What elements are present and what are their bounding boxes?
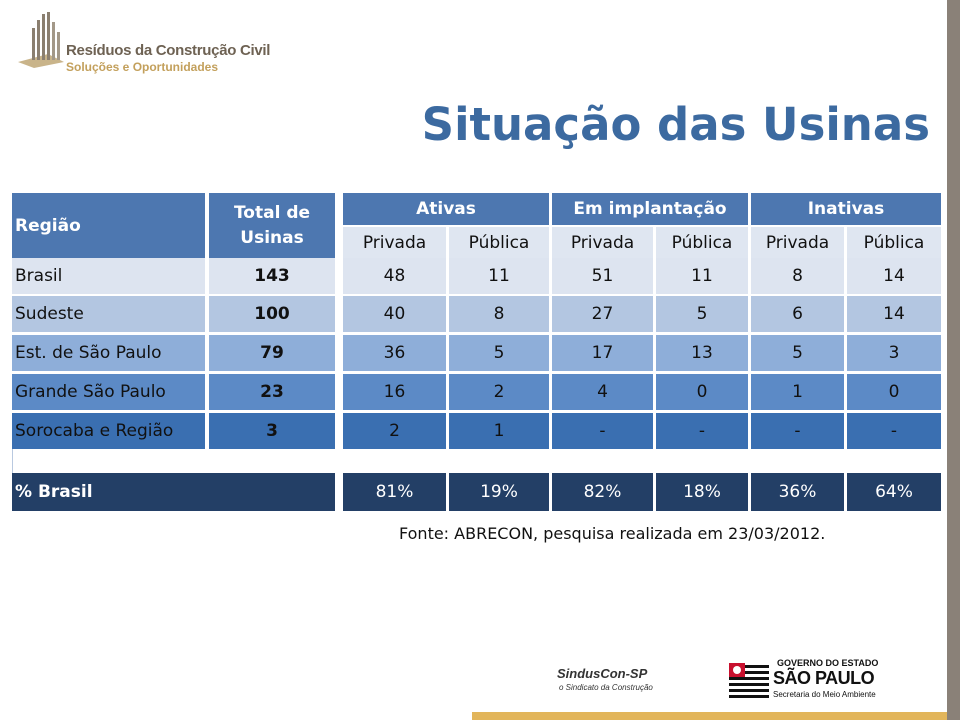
table-cell: 17 xyxy=(552,335,653,371)
gov-line3: Secretaria do Meio Ambiente xyxy=(773,690,876,699)
sinduscon-logo: SindusCon-SP o Sindicato da Construção xyxy=(557,662,667,698)
row-region-label: Est. de São Paulo xyxy=(12,335,205,371)
sinduscon-name: SindusCon-SP xyxy=(557,666,648,681)
row-region-label: Sorocaba e Região xyxy=(12,413,205,449)
pct-cell: 64% xyxy=(847,473,941,511)
table-cell: 11 xyxy=(656,258,748,294)
bottom-decorative-bar xyxy=(472,712,947,720)
header-region: Região xyxy=(12,193,205,258)
table-cell: 5 xyxy=(751,335,844,371)
pct-cell: 18% xyxy=(656,473,748,511)
pct-cell: 36% xyxy=(751,473,844,511)
table-cell: 14 xyxy=(847,258,941,294)
sao-paulo-flag-icon xyxy=(729,663,769,699)
row-region-label: Sudeste xyxy=(12,296,205,332)
row-total-value: 100 xyxy=(209,296,335,332)
subheader-5: Pública xyxy=(847,227,941,258)
table-cell: - xyxy=(552,413,653,449)
row-region-label: Brasil xyxy=(12,258,205,294)
table-cell: 6 xyxy=(751,296,844,332)
table-cell: 3 xyxy=(847,335,941,371)
table-cell: 2 xyxy=(343,413,446,449)
row-total-value: 3 xyxy=(209,413,335,449)
table-cell: 0 xyxy=(847,374,941,410)
table-cell: 8 xyxy=(449,296,549,332)
pct-cell: 82% xyxy=(552,473,653,511)
table-cell: 36 xyxy=(343,335,446,371)
right-decorative-bar xyxy=(947,0,960,720)
building-columns-icon xyxy=(18,12,64,68)
pct-cell: 19% xyxy=(449,473,549,511)
row-region-label: Grande São Paulo xyxy=(12,374,205,410)
row-total-value: 79 xyxy=(209,335,335,371)
pct-cell: 81% xyxy=(343,473,446,511)
header-group-2: Inativas xyxy=(751,193,941,225)
table-cell: 1 xyxy=(449,413,549,449)
table-cell: - xyxy=(847,413,941,449)
table-cell: 5 xyxy=(449,335,549,371)
residuos-logo: Resíduos da Construção Civil Soluções e … xyxy=(18,12,271,82)
table-cell: - xyxy=(751,413,844,449)
source-note: Fonte: ABRECON, pesquisa realizada em 23… xyxy=(399,524,826,543)
row-total-value: 143 xyxy=(209,258,335,294)
header-group-0: Ativas xyxy=(343,193,549,225)
table-cell: 51 xyxy=(552,258,653,294)
table-cell: 0 xyxy=(656,374,748,410)
header-group-1: Em implantação xyxy=(552,193,748,225)
row-total-value: 23 xyxy=(209,374,335,410)
pct-row-label: % Brasil xyxy=(12,473,335,511)
gov-line2: SÃO PAULO xyxy=(773,668,875,688)
table-cell: 5 xyxy=(656,296,748,332)
table-cell: 48 xyxy=(343,258,446,294)
usinas-table: Região Total de Usinas Ativas Em implantaçã… xyxy=(12,193,942,513)
header-total-usinas: Total de Usinas xyxy=(209,193,335,258)
subheader-1: Pública xyxy=(449,227,549,258)
table-cell: 13 xyxy=(656,335,748,371)
table-cell: 40 xyxy=(343,296,446,332)
logo-subtitle: Soluções e Oportunidades xyxy=(66,60,219,74)
subheader-4: Privada xyxy=(751,227,844,258)
table-cell: 16 xyxy=(343,374,446,410)
table-cell: 4 xyxy=(552,374,653,410)
table-cell: 14 xyxy=(847,296,941,332)
gov-line1: GOVERNO DO ESTADO xyxy=(777,658,879,668)
page-title: Situação das Usinas xyxy=(421,98,930,151)
subheader-2: Privada xyxy=(552,227,653,258)
gap-divider xyxy=(12,449,13,473)
governo-sp-logo: GOVERNO DO ESTADO SÃO PAULO Secretaria d… xyxy=(729,657,879,705)
table-cell: 11 xyxy=(449,258,549,294)
subheader-0: Privada xyxy=(343,227,446,258)
table-cell: 8 xyxy=(751,258,844,294)
subheader-3: Pública xyxy=(656,227,748,258)
sinduscon-tagline: o Sindicato da Construção xyxy=(559,683,653,692)
table-cell: 2 xyxy=(449,374,549,410)
table-cell: 1 xyxy=(751,374,844,410)
table-cell: 27 xyxy=(552,296,653,332)
logo-title: Resíduos da Construção Civil xyxy=(66,42,271,59)
table-cell: - xyxy=(656,413,748,449)
